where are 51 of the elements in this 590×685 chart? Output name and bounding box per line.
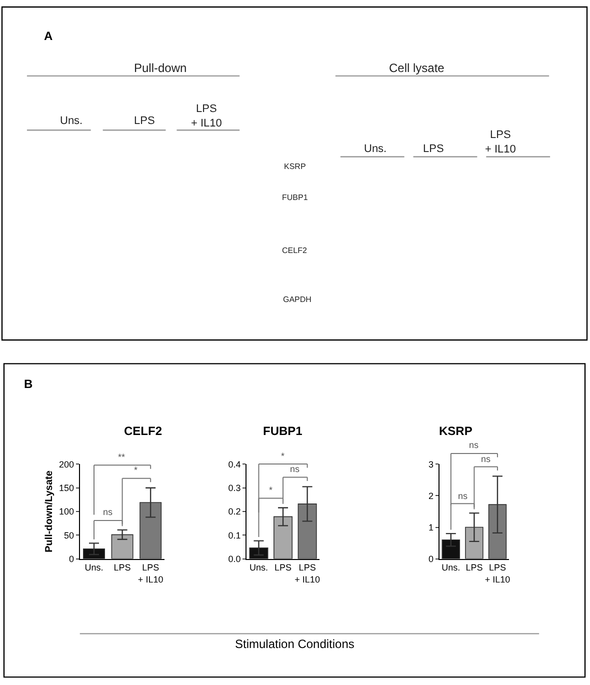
- text: Uns.: [364, 143, 387, 155]
- x-tick-label: LPS: [466, 562, 483, 573]
- text: B: [24, 377, 33, 391]
- x-tick-label: LPS: [274, 562, 292, 573]
- text: GAPDH: [283, 295, 312, 304]
- text: Uns.: [60, 115, 83, 127]
- annotation: *: [269, 485, 273, 495]
- annotation: ns: [103, 507, 114, 517]
- text: KSRP: [284, 162, 306, 171]
- y-tick-label: 2: [428, 490, 434, 501]
- y-tick-label: 150: [59, 482, 74, 493]
- text: A: [44, 29, 53, 43]
- text: CELF2: [282, 246, 308, 255]
- x-tick-label: Uns.: [84, 562, 104, 573]
- y-tick-label: 0: [428, 554, 434, 564]
- text: **: [118, 452, 126, 462]
- text: Cell lysate: [389, 61, 445, 75]
- text: LPS: [134, 115, 155, 127]
- x-tick-label: LPS + IL10: [138, 562, 164, 584]
- text: ns: [469, 440, 480, 450]
- text: LPS + IL10: [485, 129, 516, 156]
- text: FUBP1: [282, 193, 308, 202]
- x-tick-label: LPS + IL10: [294, 562, 320, 584]
- x-tick-label: LPS: [114, 562, 131, 573]
- text: Pull-down: [134, 61, 187, 75]
- y-tick-label: 0.4: [228, 459, 241, 470]
- annotation: ns: [290, 464, 300, 474]
- y-tick-label: 0.3: [228, 482, 241, 493]
- y-tick-label: 3: [428, 459, 434, 470]
- y-tick-label: 50: [64, 530, 74, 540]
- chart-title: FUBP1: [263, 424, 303, 438]
- x-axis-title: Stimulation Conditions: [235, 637, 354, 651]
- y-axis-title: Pull-down/Lysate: [44, 470, 56, 552]
- y-tick-label: 0.1: [228, 530, 241, 540]
- x-tick-label: LPS + IL10: [484, 562, 510, 584]
- text: ns: [481, 454, 492, 464]
- y-tick-label: 200: [59, 459, 74, 470]
- text: LPS: [423, 143, 444, 155]
- y-tick-label: 1: [428, 522, 434, 532]
- chart-title: CELF2: [124, 424, 162, 438]
- annotation: *: [134, 465, 138, 475]
- text: *: [281, 451, 285, 461]
- x-tick-label: Uns.: [249, 562, 268, 573]
- y-tick-label: 0: [69, 554, 74, 564]
- y-tick-label: 0.0: [228, 554, 241, 564]
- chart-title: KSRP: [439, 424, 472, 438]
- annotation: ns: [458, 491, 468, 501]
- y-tick-label: 0.2: [228, 506, 241, 517]
- y-tick-label: 100: [59, 506, 74, 517]
- x-tick-label: Uns.: [442, 562, 460, 573]
- text: LPS + IL10: [191, 103, 222, 130]
